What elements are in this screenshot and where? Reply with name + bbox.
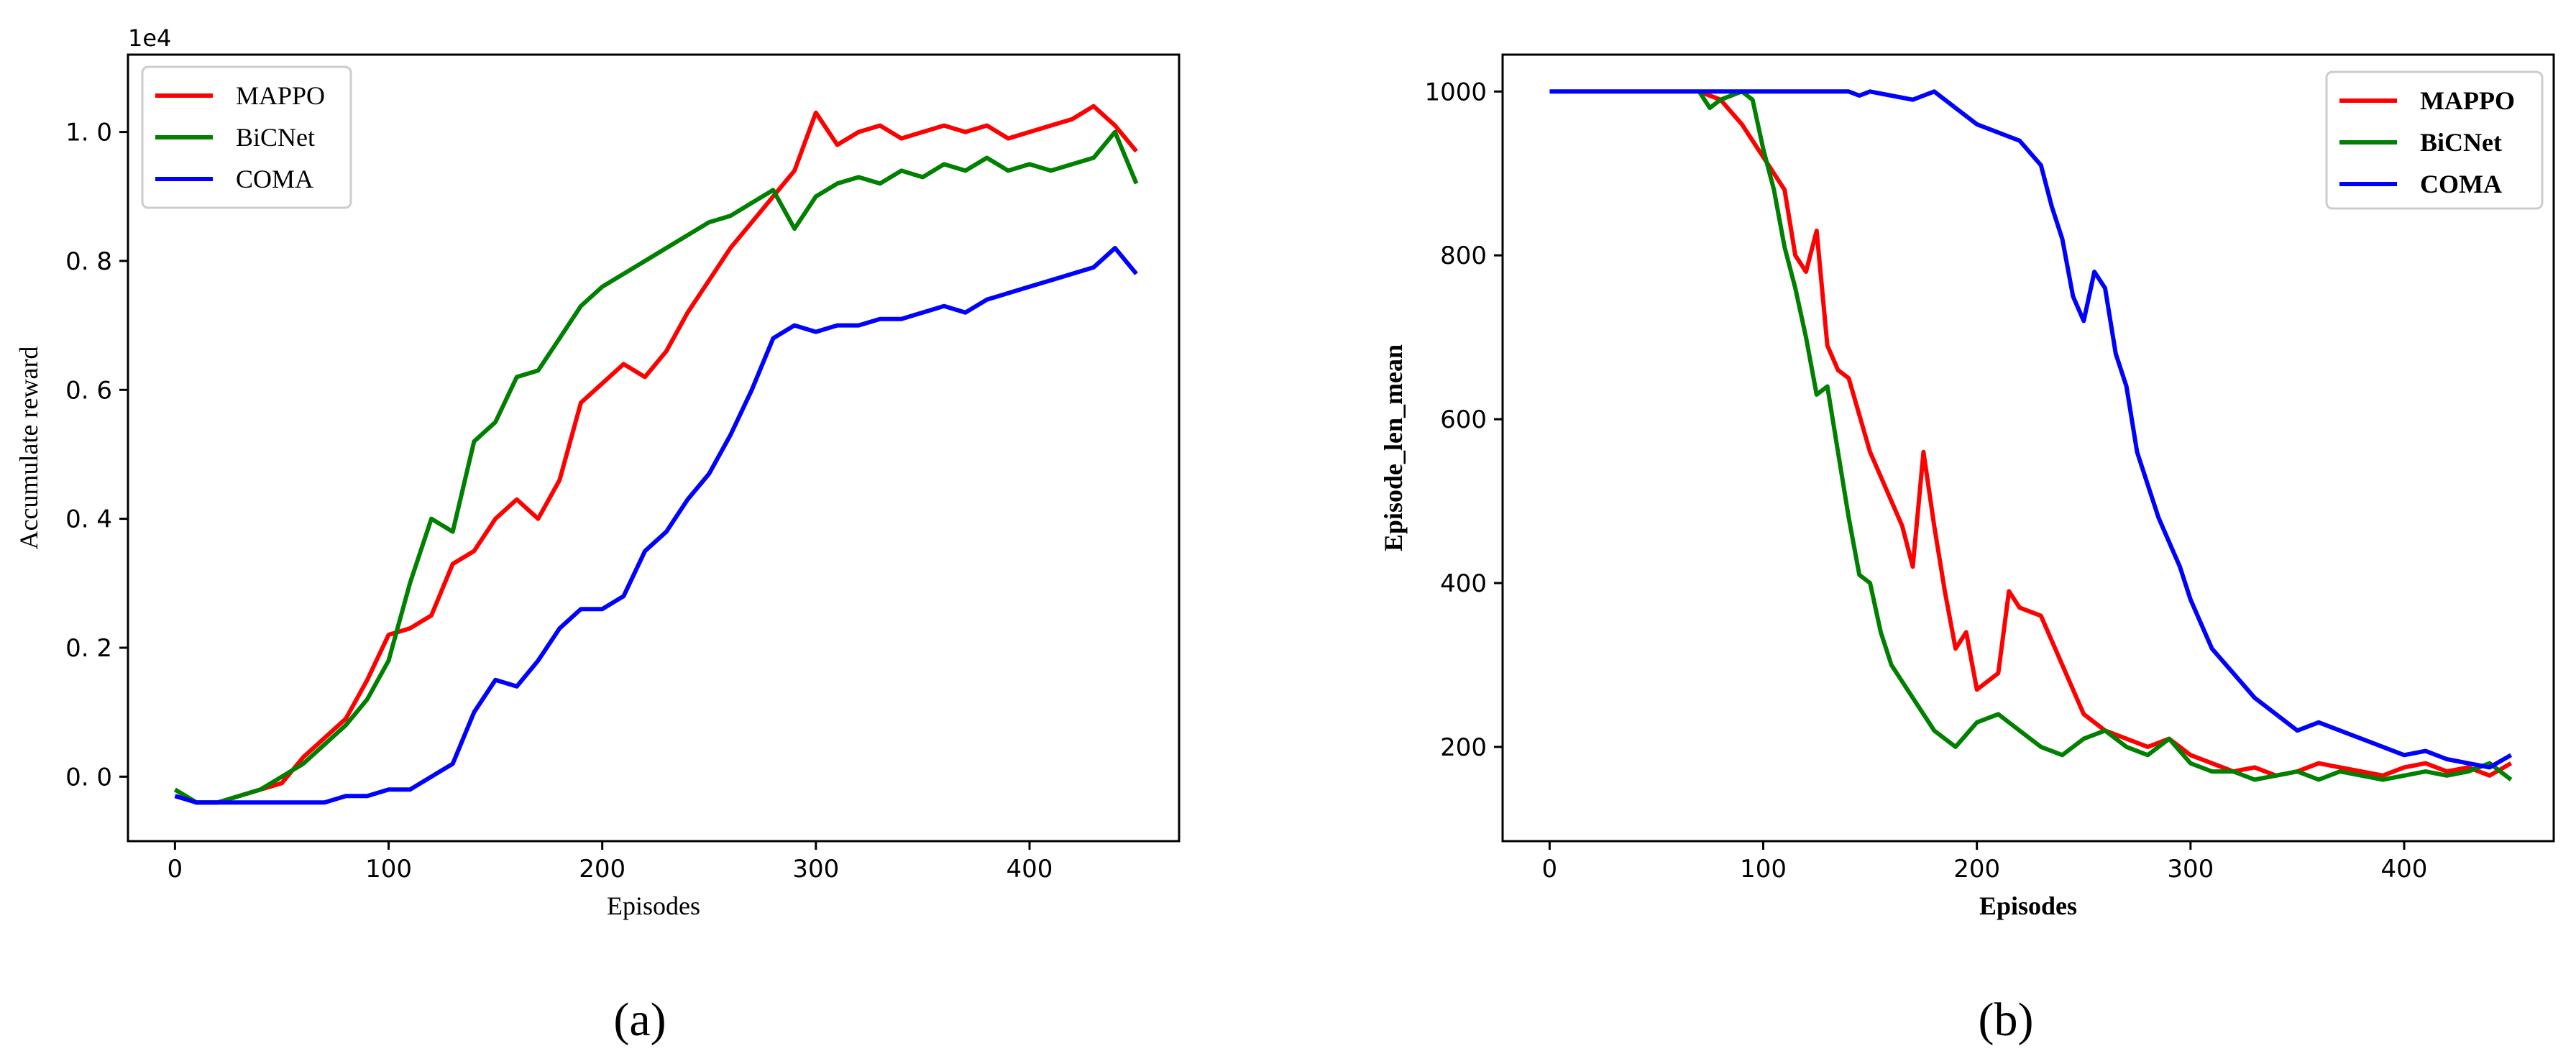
- y-tick-label: 0. 2: [65, 634, 112, 663]
- y-tick-label: 600: [1440, 405, 1487, 434]
- legend-box: [2325, 70, 2544, 210]
- y-axis-label: Episode_len_mean: [1379, 344, 1408, 551]
- legend-label-mappo: MAPPO: [236, 81, 325, 110]
- legend-box: [141, 65, 352, 209]
- legend-label-coma: COMA: [2420, 170, 2502, 198]
- series-line-mappo: [173, 104, 1138, 805]
- series-group: [1549, 89, 2513, 782]
- series-group: [173, 104, 1139, 805]
- x-tick-label: 0: [168, 855, 183, 884]
- y-tick-label: 800: [1440, 242, 1487, 270]
- series-line-coma: [174, 246, 1138, 805]
- y-tick-label: 1000: [1424, 78, 1487, 106]
- series-line-bicnet: [1697, 89, 2513, 782]
- panel-caption: (a): [613, 994, 666, 1046]
- x-tick-label: 100: [365, 855, 412, 884]
- y-axis-label: Accumulate reward: [14, 347, 43, 550]
- x-tick-label: 400: [2381, 855, 2428, 884]
- legend-label-bicnet: BiCNet: [2420, 128, 2502, 157]
- x-tick-label: 200: [579, 855, 625, 884]
- series-line-coma: [1549, 89, 2513, 770]
- legend-label-bicnet: BiCNet: [236, 123, 315, 152]
- legend-label-coma: COMA: [236, 165, 313, 193]
- series-line-mappo: [1698, 89, 2513, 778]
- plot-frame: [127, 53, 1181, 843]
- legend-label-mappo: MAPPO: [2420, 86, 2515, 115]
- x-axis-label: Episodes: [607, 891, 700, 920]
- y-tick-label: 200: [1440, 733, 1487, 762]
- panel-caption: (b): [1979, 994, 2034, 1046]
- x-tick-label: 300: [792, 855, 839, 884]
- x-tick-label: 400: [1007, 855, 1053, 884]
- y-tick-label: 400: [1440, 569, 1487, 598]
- y-offset-label: 1e4: [128, 24, 171, 52]
- panel-a-reward-chart: 0 100 200 300 400 0. 0 0. 2 0. 4 0. 6 0. 8 1. 0 1e4…: [14, 24, 1181, 1046]
- y-tick-label: 0. 4: [65, 505, 112, 534]
- plot-frame: [1501, 53, 2555, 843]
- y-tick-label: 0. 6: [65, 376, 112, 405]
- x-tick-label: 200: [1953, 855, 2000, 884]
- x-axis-label: Episodes: [1979, 891, 2077, 920]
- y-tick-label: 1. 0: [65, 119, 112, 147]
- series-line-bicnet: [173, 129, 1139, 805]
- x-tick-label: 300: [2167, 855, 2214, 884]
- y-tick-label: 0. 0: [65, 763, 112, 792]
- y-tick-label: 0. 8: [65, 247, 112, 276]
- x-tick-label: 100: [1740, 855, 1787, 884]
- x-tick-label: 0: [1542, 855, 1558, 884]
- panel-b-episode-length-chart: 0 100 200 300 400 200 400 600 800 1000 Episodes Epi…: [1379, 53, 2555, 1046]
